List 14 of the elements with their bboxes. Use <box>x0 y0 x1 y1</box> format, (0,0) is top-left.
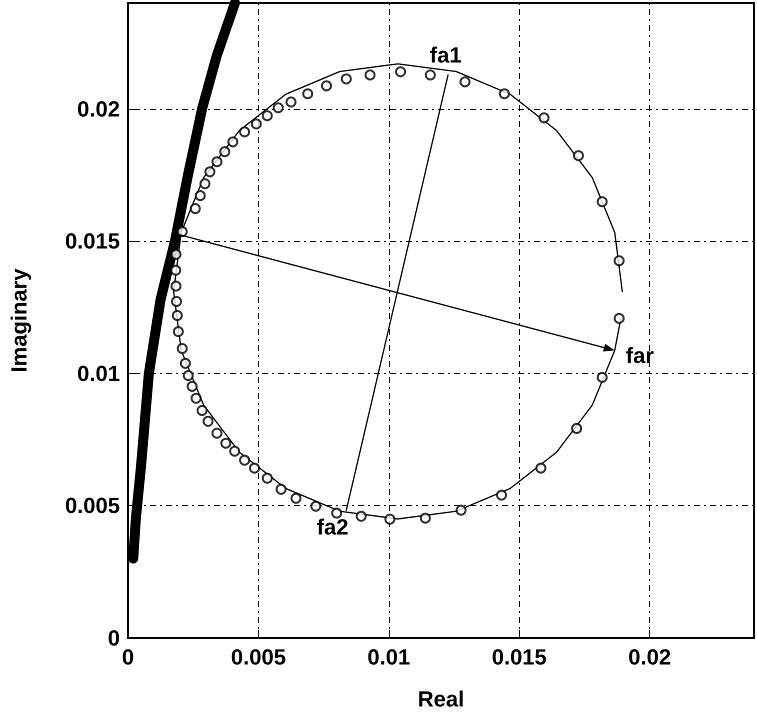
annotation: fa1 <box>430 42 462 68</box>
x-tick-label: 0.01 <box>367 644 410 670</box>
y-tick-label: 0.02 <box>77 96 120 122</box>
y-tick-label: 0 <box>108 626 120 650</box>
y-tick-label: 0.015 <box>64 228 120 254</box>
y-axis-title: Imaginary <box>6 268 32 372</box>
y-tick-label: 0.01 <box>77 360 120 386</box>
y-tick-label: 0.005 <box>64 493 120 518</box>
x-axis-title: Real <box>418 686 464 712</box>
x-tick-label: 0.02 <box>628 644 672 670</box>
x-tick-label: 0.005 <box>230 644 286 670</box>
annotation: far <box>626 343 654 368</box>
x-tick-label: 0.015 <box>492 644 547 670</box>
annotation: fa2 <box>316 514 348 540</box>
